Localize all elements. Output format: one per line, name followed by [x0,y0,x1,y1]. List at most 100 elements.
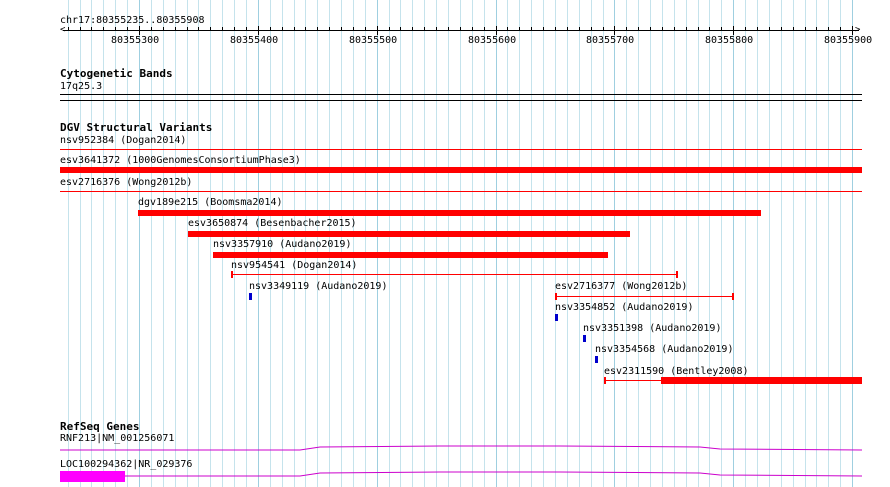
ruler-tick [187,27,188,31]
grid-line [507,0,508,487]
grid-line [377,0,378,487]
grid-line [294,0,295,487]
grid-line [828,0,829,487]
ruler-tick [175,27,176,31]
variant-glyph[interactable] [231,274,678,275]
grid-line [472,0,473,487]
variant-glyph[interactable] [60,167,862,173]
insertion-marker[interactable] [249,293,252,300]
variant-glyph[interactable] [188,231,630,237]
track-title-refseq[interactable]: RefSeq Genes [60,420,140,433]
grid-line [638,0,639,487]
grid-line [721,0,722,487]
ruler-tick [198,27,199,31]
variant-label: esv3650874 (Besenbacher2015) [188,218,357,229]
variant-glyph[interactable] [60,149,862,150]
variant-glyph-cap [555,293,557,300]
grid-line [234,0,235,487]
grid-line [210,0,211,487]
grid-line [317,0,318,487]
tick-label: 80355700 [586,35,635,46]
grid-line [709,0,710,487]
gene-intron-line[interactable] [60,445,863,451]
ruler-tick [80,27,81,31]
grid-line [781,0,782,487]
variant-glyph-cap [231,271,233,278]
cytoband-bar-top[interactable] [60,94,862,95]
variant-glyph[interactable] [60,191,862,192]
ruler-tick [816,27,817,31]
ruler-tick [353,27,354,31]
grid-line [389,0,390,487]
ruler-right-arrow-icon[interactable]: > [855,25,861,35]
ruler-tick [436,27,437,31]
tick-label: 80355500 [349,35,398,46]
variant-glyph[interactable] [555,296,734,297]
grid-line [460,0,461,487]
grid-line [543,0,544,487]
grid-line [365,0,366,487]
ruler-tick [567,27,568,31]
gene-label: LOC100294362|NR_029376 [60,459,193,470]
grid-line [412,0,413,487]
track-title-cytobands[interactable]: Cytogenetic Bands [60,67,173,80]
variant-glyph[interactable] [604,380,661,381]
ruler-tick [626,27,627,31]
ruler-tick [305,27,306,31]
grid-line [305,0,306,487]
grid-line [603,0,604,487]
gene-exon[interactable] [60,471,125,482]
ruler-tick [519,27,520,31]
variant-label: esv2311590 (Bentley2008) [604,366,749,377]
variant-glyph-cap [732,293,734,300]
ruler-left-arrow-icon[interactable]: < [60,25,66,35]
ruler-tick [828,27,829,31]
ruler-tick [496,26,497,35]
grid-line [698,0,699,487]
ruler-tick [686,27,687,31]
ruler-tick [555,27,556,31]
gene-intron-line[interactable] [60,471,863,477]
insertion-marker[interactable] [583,335,586,342]
ruler-axis [63,30,859,31]
variant-label: nsv3349119 (Audano2019) [249,281,388,292]
track-title-dgv[interactable]: DGV Structural Variants [60,121,213,134]
ruler-tick [662,27,663,31]
grid-line [127,0,128,487]
gene-models [60,445,863,482]
ruler-tick [163,27,164,31]
variant-glyph[interactable] [138,210,761,216]
grid-line [198,0,199,487]
ruler-tick [282,27,283,31]
variant-glyph[interactable] [661,377,862,384]
grid-line [650,0,651,487]
grid-line [353,0,354,487]
cytoband-bar-bottom[interactable] [60,100,862,101]
insertion-marker[interactable] [555,314,558,321]
grid-line [68,0,69,487]
ruler-tick [68,27,69,31]
grid-line [484,0,485,487]
ruler-tick [103,27,104,31]
grid-line [448,0,449,487]
variant-glyph[interactable] [213,252,608,258]
grid-line [662,0,663,487]
insertion-marker[interactable] [595,356,598,363]
ruler-tick [317,27,318,31]
grid-line [757,0,758,487]
grid-line [400,0,401,487]
grid-line [424,0,425,487]
grid-line [341,0,342,487]
grid-line [840,0,841,487]
ruler-tick [424,27,425,31]
variant-label: nsv954541 (Dogan2014) [231,260,358,271]
grid-line [175,0,176,487]
grid-line [745,0,746,487]
grid-line [793,0,794,487]
ruler-tick [638,27,639,31]
grid-line [258,0,259,487]
ruler-tick [472,27,473,31]
ruler-tick [531,27,532,31]
ruler-range-label: chr17:80355235..80355908 [60,15,205,26]
